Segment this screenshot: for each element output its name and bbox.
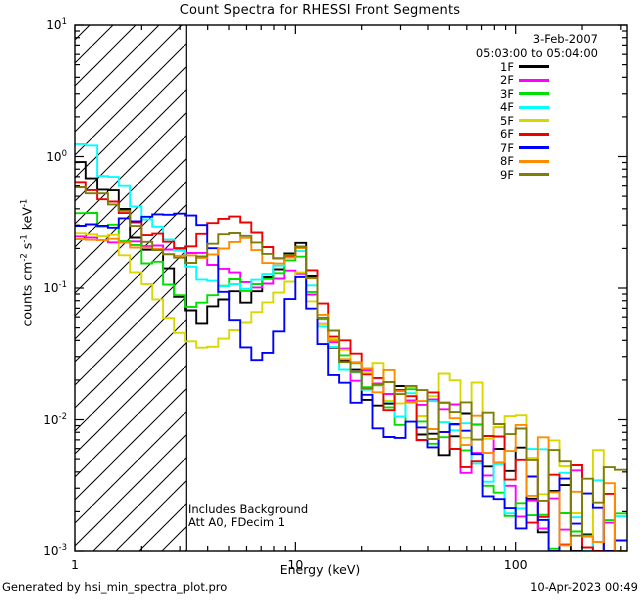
legend-item-label: 4F xyxy=(500,100,514,115)
plot-annotations: Includes Background Att A0, FDecim 1 xyxy=(188,503,308,529)
hatched-band xyxy=(75,25,187,551)
legend-item-label: 2F xyxy=(500,73,514,88)
legend-item-7f: 7F xyxy=(500,141,549,155)
legend-item-label: 8F xyxy=(500,154,514,169)
spectrum-line-6f xyxy=(75,181,627,551)
generated-by-label: Generated by hsi_min_spectra_plot.pro xyxy=(2,580,228,594)
legend-item-label: 6F xyxy=(500,127,514,142)
legend-item-2f: 2F xyxy=(500,73,549,88)
spectrum-line-1f xyxy=(75,161,627,551)
generated-timestamp: 10-Apr-2023 00:49 xyxy=(530,580,638,594)
x-tick-label: 10 xyxy=(287,557,304,572)
y-tick-base: 10 xyxy=(46,18,62,32)
legend-item-swatch xyxy=(518,159,549,163)
y-tick-label: 10-2 xyxy=(25,412,67,427)
y-tick-exponent: -3 xyxy=(58,543,67,553)
legend-item-label: 1F xyxy=(500,59,514,74)
legend-item-label: 9F xyxy=(500,167,514,182)
legend-item-swatch xyxy=(518,146,549,150)
legend-item-6f: 6F xyxy=(500,127,549,142)
legend: 1F 2F 3F 4F 5F 6F 7F 8F 9F xyxy=(500,60,549,182)
legend-item-8f: 8F xyxy=(500,154,549,169)
legend-item-5f: 5F xyxy=(500,114,549,128)
legend-item-label: 7F xyxy=(500,140,514,155)
y-tick-label: 100 xyxy=(25,149,67,164)
x-axis-label: Energy (keV) xyxy=(279,562,361,577)
y-tick-label: 10-1 xyxy=(25,280,67,295)
y-tick-label: 10-3 xyxy=(25,543,67,558)
axis-ticks xyxy=(74,24,627,552)
legend-item-1f: 1F xyxy=(500,60,549,74)
observation-date: 3-Feb-2007 xyxy=(532,32,598,46)
legend-item-label: 3F xyxy=(500,86,514,101)
y-tick-exponent: -1 xyxy=(58,280,67,290)
legend-item-swatch xyxy=(518,173,549,177)
y-tick-base: 10 xyxy=(43,281,59,295)
legend-item-label: 5F xyxy=(500,113,514,128)
y-tick-base: 10 xyxy=(46,149,62,164)
x-tick-label: 100 xyxy=(503,557,528,572)
y-tick-exponent: 0 xyxy=(61,148,67,159)
spectrum-line-7f xyxy=(75,212,627,551)
x-tick-label: 1 xyxy=(71,557,79,572)
legend-item-swatch xyxy=(518,92,549,96)
y-tick-label: 101 xyxy=(25,17,67,32)
y-tick-base: 10 xyxy=(43,412,59,427)
legend-item-swatch xyxy=(518,105,549,109)
legend-item-3f: 3F xyxy=(500,87,549,101)
annotation-line-1: Includes Background xyxy=(188,502,309,516)
y-tick-exponent: 1 xyxy=(61,17,67,27)
spectrum-line-9f xyxy=(75,186,627,537)
series-group xyxy=(75,142,627,551)
legend-item-4f: 4F xyxy=(500,100,549,115)
y-tick-exponent: -2 xyxy=(58,411,67,422)
observation-info: 3-Feb-2007 05:03:00 to 05:04:00 xyxy=(368,32,598,60)
legend-item-swatch xyxy=(518,132,549,136)
legend-item-9f: 9F xyxy=(500,168,549,182)
y-tick-base: 10 xyxy=(43,544,59,558)
legend-item-swatch xyxy=(518,119,549,123)
observation-time-range: 05:03:00 to 05:04:00 xyxy=(475,46,598,60)
annotation-line-2: Att A0, FDecim 1 xyxy=(188,515,286,529)
legend-item-swatch xyxy=(518,65,549,69)
legend-item-swatch xyxy=(518,78,549,82)
page-title: Count Spectra for RHESSI Front Segments xyxy=(179,3,461,18)
